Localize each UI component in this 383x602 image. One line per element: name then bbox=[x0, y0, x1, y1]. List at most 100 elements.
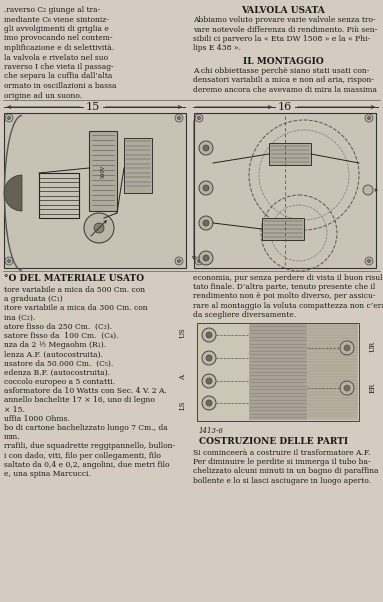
Text: bo di cartone bachelizzato lungo 7 Cm., da: bo di cartone bachelizzato lungo 7 Cm., … bbox=[4, 424, 168, 432]
Circle shape bbox=[8, 259, 10, 262]
Circle shape bbox=[177, 117, 180, 120]
Text: ER: ER bbox=[369, 383, 377, 393]
Text: asformatore da 10 Watts con Sec. 4 V. 2 A.: asformatore da 10 Watts con Sec. 4 V. 2 … bbox=[4, 387, 167, 395]
Text: IL MONTAGGIO: IL MONTAGGIO bbox=[242, 57, 323, 66]
Circle shape bbox=[344, 385, 350, 391]
Text: coccolo europeo a 5 contatti.: coccolo europeo a 5 contatti. bbox=[4, 378, 115, 386]
Text: deremo ancora che avevamo di mira la massima: deremo ancora che avevamo di mira la mas… bbox=[193, 86, 377, 94]
Text: raverso I che vieta il passag-: raverso I che vieta il passag- bbox=[4, 63, 114, 71]
Text: itore variabile a mica da 300 Cm. con: itore variabile a mica da 300 Cm. con bbox=[4, 305, 147, 312]
Text: rrafili, due squadrette reggipannello, bullon-: rrafili, due squadrette reggipannello, b… bbox=[4, 442, 175, 450]
Text: atore fisso da 250 Cm.  (C₃).: atore fisso da 250 Cm. (C₃). bbox=[4, 323, 112, 331]
Circle shape bbox=[340, 381, 354, 395]
Circle shape bbox=[5, 114, 13, 122]
Text: satore fisso da  100 Cm.  (C₄).: satore fisso da 100 Cm. (C₄). bbox=[4, 332, 118, 340]
Text: origine ad un suono.: origine ad un suono. bbox=[4, 92, 82, 99]
Circle shape bbox=[84, 213, 114, 243]
Bar bbox=[194, 113, 376, 268]
Wedge shape bbox=[4, 175, 22, 211]
Text: Per diminuire le perdite si immerga il tubo ba-: Per diminuire le perdite si immerga il t… bbox=[193, 458, 371, 466]
Text: sibili ci parvero la « Eta DW 1508 » e la « Phi-: sibili ci parvero la « Eta DW 1508 » e l… bbox=[193, 35, 370, 43]
Circle shape bbox=[368, 117, 370, 120]
Circle shape bbox=[199, 141, 213, 155]
Circle shape bbox=[195, 257, 203, 265]
Text: imo provocando nel contem-: imo provocando nel contem- bbox=[4, 34, 113, 43]
Text: nsatore da 50.000 Cm.  (C₅).: nsatore da 50.000 Cm. (C₅). bbox=[4, 359, 113, 368]
Circle shape bbox=[199, 181, 213, 195]
Bar bbox=[197, 323, 359, 421]
Text: rendimento non è poi molto diverso, per assicu-: rendimento non è poi molto diverso, per … bbox=[193, 293, 375, 300]
Text: economia, pur senza perdere di vista il buon risul-: economia, pur senza perdere di vista il … bbox=[193, 274, 383, 282]
Text: mm.: mm. bbox=[4, 433, 21, 441]
Text: la valvola e rivelato nel suo: la valvola e rivelato nel suo bbox=[4, 54, 108, 61]
Text: Abbiamo voluto provare varie valvole senza tro-: Abbiamo voluto provare varie valvole sen… bbox=[193, 16, 376, 24]
Circle shape bbox=[177, 259, 180, 262]
Bar bbox=[269, 143, 311, 165]
Text: tato finale. D’altra parte, tenuto presente che il: tato finale. D’altra parte, tenuto prese… bbox=[193, 283, 375, 291]
Circle shape bbox=[203, 145, 209, 151]
Circle shape bbox=[203, 185, 209, 191]
Text: rare al montaggio la voluta compattezza non c’era: rare al montaggio la voluta compattezza … bbox=[193, 302, 383, 309]
Text: 15: 15 bbox=[86, 102, 100, 112]
Circle shape bbox=[202, 396, 216, 410]
Circle shape bbox=[202, 351, 216, 365]
Circle shape bbox=[198, 259, 200, 262]
Circle shape bbox=[202, 374, 216, 388]
Text: 500V: 500V bbox=[100, 164, 105, 178]
Text: mediante C₆ viene sintoniz-: mediante C₆ viene sintoniz- bbox=[4, 16, 109, 23]
Text: saltato da 0,4 e 0,2, angolini, due metri filo: saltato da 0,4 e 0,2, angolini, due metr… bbox=[4, 461, 170, 469]
Bar bbox=[89, 131, 117, 211]
Text: vare notevole differenza di rendimento. Più sen-: vare notevole differenza di rendimento. … bbox=[193, 25, 377, 34]
Text: lenza A.F. (autocostruita).: lenza A.F. (autocostruita). bbox=[4, 350, 103, 358]
Circle shape bbox=[206, 400, 212, 406]
Text: annello bachelite 17 × 16, uno di legno: annello bachelite 17 × 16, uno di legno bbox=[4, 396, 155, 405]
Text: bollente e lo si lasci asciugare in luogo aperto.: bollente e lo si lasci asciugare in luog… bbox=[193, 477, 371, 485]
Bar bbox=[4, 113, 186, 268]
Circle shape bbox=[365, 114, 373, 122]
Text: °O DEL MATERIALE USATO: °O DEL MATERIALE USATO bbox=[4, 274, 144, 283]
Text: US: US bbox=[179, 327, 187, 338]
Text: 1413-6: 1413-6 bbox=[199, 427, 224, 435]
Text: i con dado, viti, filo per collegamenti, filo: i con dado, viti, filo per collegamenti,… bbox=[4, 452, 161, 459]
Text: 16: 16 bbox=[278, 102, 292, 112]
Text: gli avvolgimenti di griglia e: gli avvolgimenti di griglia e bbox=[4, 25, 109, 33]
Text: nza da 2 ½ Megaohm (R₁).: nza da 2 ½ Megaohm (R₁). bbox=[4, 341, 106, 349]
Circle shape bbox=[199, 251, 213, 265]
Circle shape bbox=[195, 114, 203, 122]
Text: densatori variabili a mica e non ad aria, rispon-: densatori variabili a mica e non ad aria… bbox=[193, 76, 374, 84]
Text: uffia 1000 Ohms.: uffia 1000 Ohms. bbox=[4, 415, 70, 423]
Text: A: A bbox=[179, 376, 187, 380]
Circle shape bbox=[340, 341, 354, 355]
Text: .raverso C₂ giunge al tra-: .raverso C₂ giunge al tra- bbox=[4, 6, 100, 14]
Bar bbox=[262, 218, 304, 240]
Text: lips E 438 ».: lips E 438 ». bbox=[193, 45, 241, 52]
Bar bbox=[124, 138, 152, 193]
Bar bbox=[39, 173, 79, 218]
Circle shape bbox=[206, 378, 212, 384]
Text: mplificazione e di selettività.: mplificazione e di selettività. bbox=[4, 44, 114, 52]
Text: tore variabile a mica da 500 Cm. con: tore variabile a mica da 500 Cm. con bbox=[4, 286, 145, 294]
Text: A chi obbiettasse perchè siano stati usati con-: A chi obbiettasse perchè siano stati usa… bbox=[193, 67, 369, 75]
Bar bbox=[249, 324, 307, 420]
Circle shape bbox=[8, 117, 10, 120]
Text: × 15.: × 15. bbox=[4, 406, 25, 414]
Circle shape bbox=[203, 220, 209, 226]
Text: da scegliere diversamente.: da scegliere diversamente. bbox=[193, 311, 296, 319]
Circle shape bbox=[368, 259, 370, 262]
Circle shape bbox=[202, 328, 216, 342]
Circle shape bbox=[175, 257, 183, 265]
Circle shape bbox=[206, 355, 212, 361]
Circle shape bbox=[175, 114, 183, 122]
Text: edenza B.F. (autocostruita).: edenza B.F. (autocostruita). bbox=[4, 369, 110, 377]
Circle shape bbox=[363, 185, 373, 195]
Text: COSTRUZIONE DELLE PARTI: COSTRUZIONE DELLE PARTI bbox=[200, 437, 349, 446]
Circle shape bbox=[206, 332, 212, 338]
Text: VALVOLA USATA: VALVOLA USATA bbox=[241, 6, 325, 15]
Circle shape bbox=[5, 257, 13, 265]
Text: UR: UR bbox=[369, 341, 377, 352]
Text: e, una spina Marcucci.: e, una spina Marcucci. bbox=[4, 470, 91, 478]
Circle shape bbox=[365, 257, 373, 265]
Text: chelizzato alcuni minuti in un bagno di paraffina: chelizzato alcuni minuti in un bagno di … bbox=[193, 467, 379, 476]
Text: LS: LS bbox=[179, 400, 187, 410]
Circle shape bbox=[344, 345, 350, 351]
